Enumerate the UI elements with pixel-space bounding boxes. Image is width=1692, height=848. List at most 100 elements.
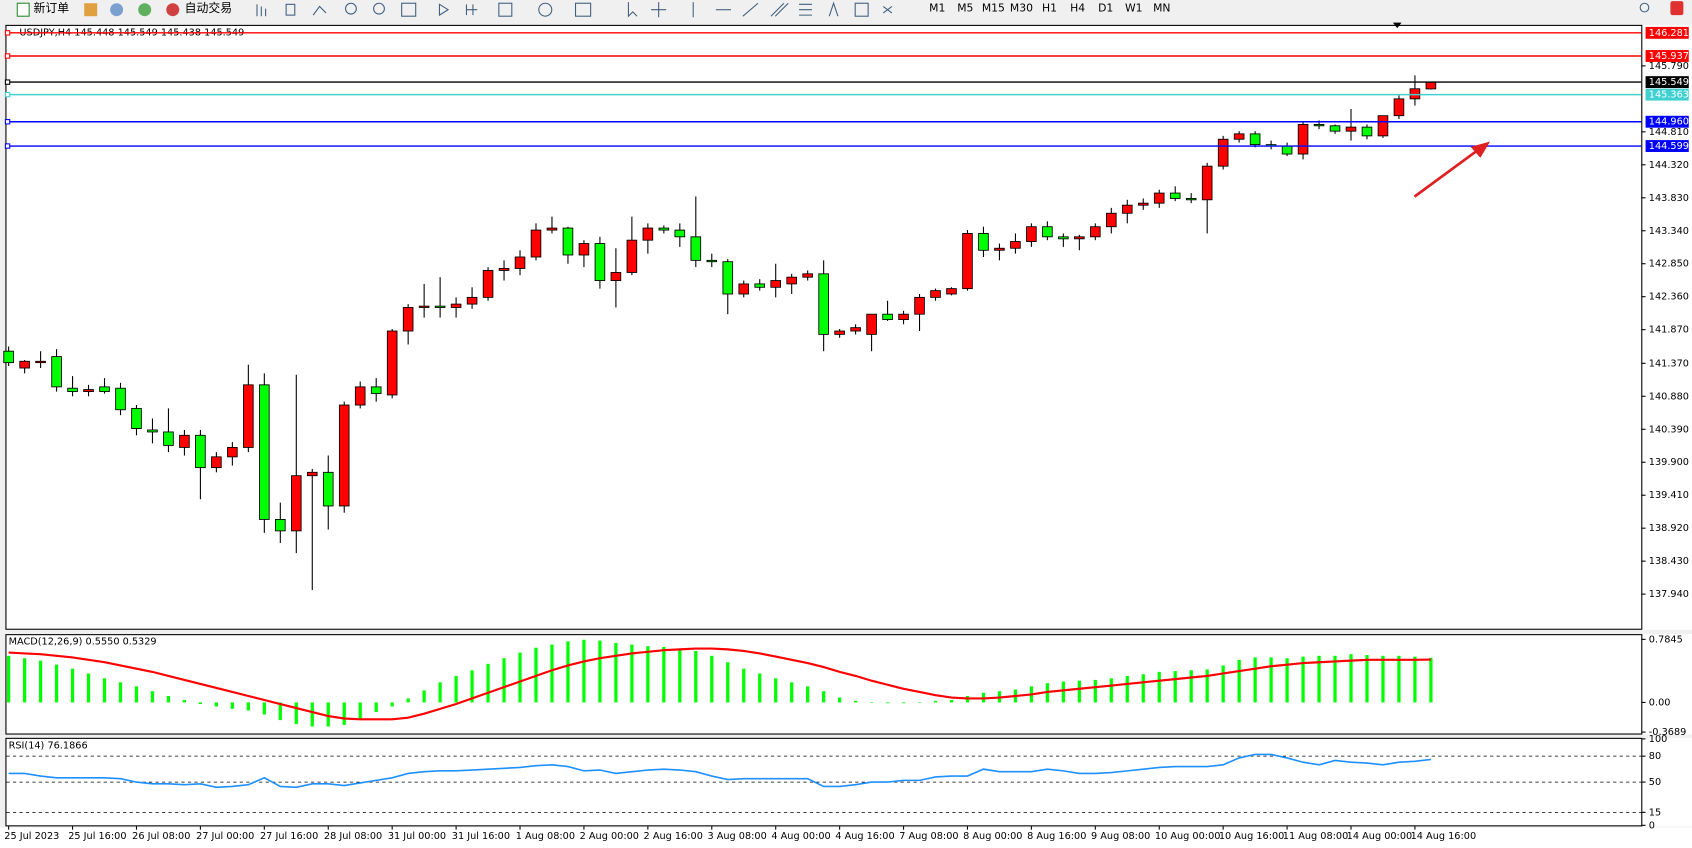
timeframe-button[interactable]: M5: [957, 2, 973, 15]
candle-body: [99, 386, 110, 393]
toolbar-icon[interactable]: [110, 3, 124, 17]
alert-badge[interactable]: [1670, 1, 1684, 16]
templates-icon[interactable]: [574, 2, 592, 17]
price-level-tag: [1645, 140, 1689, 152]
candle-body: [227, 446, 238, 458]
y-tick-label: 139.900: [1649, 457, 1689, 468]
macd-bar: [853, 700, 858, 703]
macd-bar: [614, 642, 618, 703]
macd-bar: [198, 702, 203, 705]
bar-chart-icon[interactable]: [256, 4, 267, 17]
candle-body: [275, 518, 286, 532]
fibo-icon[interactable]: [799, 3, 812, 16]
candle-body: [259, 384, 270, 520]
new-order-label[interactable]: 新订单: [33, 1, 69, 15]
new-order-button[interactable]: 新订单: [16, 1, 69, 17]
candle-body: [978, 233, 989, 251]
zoom-in-icon[interactable]: [344, 2, 357, 15]
x-tick-label: 14 Aug 16:00: [1411, 831, 1477, 842]
periods-icon[interactable]: [538, 2, 553, 17]
tile-icon[interactable]: [401, 2, 417, 17]
candle-body: [1185, 198, 1197, 201]
timeframe-button[interactable]: H4: [1070, 2, 1085, 15]
macd-bar: [102, 678, 107, 703]
zoom-out-icon[interactable]: [373, 2, 385, 15]
macd-bar: [134, 686, 139, 703]
y-tick-label: 137.940: [1649, 589, 1689, 600]
label-icon[interactable]: [854, 2, 869, 17]
price-level-handle[interactable]: [4, 30, 11, 36]
candle-body: [83, 389, 94, 393]
candle-body: [1010, 241, 1021, 249]
candle-body: [1361, 126, 1373, 137]
y-tick-label: 141.370: [1649, 358, 1689, 369]
candle-body: [195, 434, 206, 469]
y-tick-label: 15: [1649, 807, 1661, 818]
indicators-icon[interactable]: [498, 2, 513, 17]
price-level-handle[interactable]: [4, 119, 11, 125]
timeframe-button[interactable]: D1: [1098, 2, 1113, 15]
y-tick-label: 80: [1649, 751, 1661, 762]
toolbar-icon[interactable]: [138, 3, 152, 17]
macd-bar: [1253, 657, 1257, 703]
macd-bar: [885, 702, 890, 704]
trendline-icon[interactable]: [742, 2, 759, 17]
candle-body: [434, 305, 446, 308]
macd-bar: [230, 702, 234, 709]
macd-bar: [758, 673, 762, 703]
timeframe-button[interactable]: M30: [1010, 2, 1033, 15]
price-level-tag: [1645, 50, 1689, 62]
auto-trading-label[interactable]: 自动交易: [185, 1, 232, 15]
candle-body: [626, 239, 638, 273]
y-tick-label: 138.920: [1649, 523, 1689, 534]
y-tick-label: 144.320: [1649, 160, 1689, 171]
search-icon[interactable]: [1639, 2, 1650, 13]
auto-trading-button[interactable]: 自动交易: [166, 1, 232, 17]
channel-icon[interactable]: [770, 2, 789, 17]
price-level-handle[interactable]: [4, 91, 11, 98]
timeframe-button[interactable]: MN: [1153, 2, 1170, 15]
arrows-icon[interactable]: [882, 6, 893, 14]
shift-marker: [1392, 22, 1402, 29]
timeframe-button[interactable]: M1: [929, 2, 945, 15]
toolbar-icon[interactable]: [84, 3, 98, 17]
timeframe-button[interactable]: H1: [1042, 2, 1057, 15]
shift-icon[interactable]: [465, 4, 478, 16]
timeframe-bar: M1 M5 M15 M30 H1 H4 D1 W1 MN: [929, 2, 1170, 15]
text-icon[interactable]: [828, 1, 839, 17]
macd-frame: [5, 634, 1643, 735]
x-tick-label: 8 Aug 00:00: [963, 831, 1022, 842]
x-tick-label: 1 Aug 08:00: [516, 831, 575, 842]
candle-body: [1297, 124, 1309, 155]
macd-bar: [214, 702, 219, 707]
candle-body: [1169, 192, 1181, 199]
macd-bar: [54, 664, 59, 703]
candles-icon[interactable]: [285, 3, 296, 16]
candle-body: [802, 273, 813, 278]
y-tick-label: 142.360: [1649, 292, 1689, 303]
price-level-handle[interactable]: [4, 53, 11, 59]
macd-bar: [1077, 680, 1081, 703]
price-level-handle[interactable]: [4, 79, 11, 85]
timeframe-button[interactable]: W1: [1125, 2, 1143, 15]
candle-body: [706, 259, 718, 263]
x-tick-label: 4 Aug 16:00: [835, 831, 894, 842]
macd-signal-line: [8, 647, 1431, 721]
crosshair-icon[interactable]: [651, 2, 667, 18]
candle-body: [962, 233, 973, 290]
macd-bar: [326, 702, 330, 727]
candle-body: [658, 227, 670, 231]
cursor-icon[interactable]: [627, 2, 638, 18]
y-tick-label: 143.830: [1649, 193, 1689, 204]
macd-bar: [310, 702, 314, 727]
candle-body: [1074, 236, 1085, 240]
macd-bar: [1285, 658, 1289, 703]
candle-body: [1201, 165, 1213, 201]
price-level-handle[interactable]: [4, 143, 11, 149]
timeframe-button[interactable]: M15: [982, 2, 1005, 15]
line-chart-icon[interactable]: [312, 5, 327, 16]
macd-bar: [710, 655, 714, 703]
autoscroll-icon[interactable]: [438, 3, 450, 17]
macd-bar: [694, 650, 698, 703]
candle-body: [850, 327, 861, 332]
